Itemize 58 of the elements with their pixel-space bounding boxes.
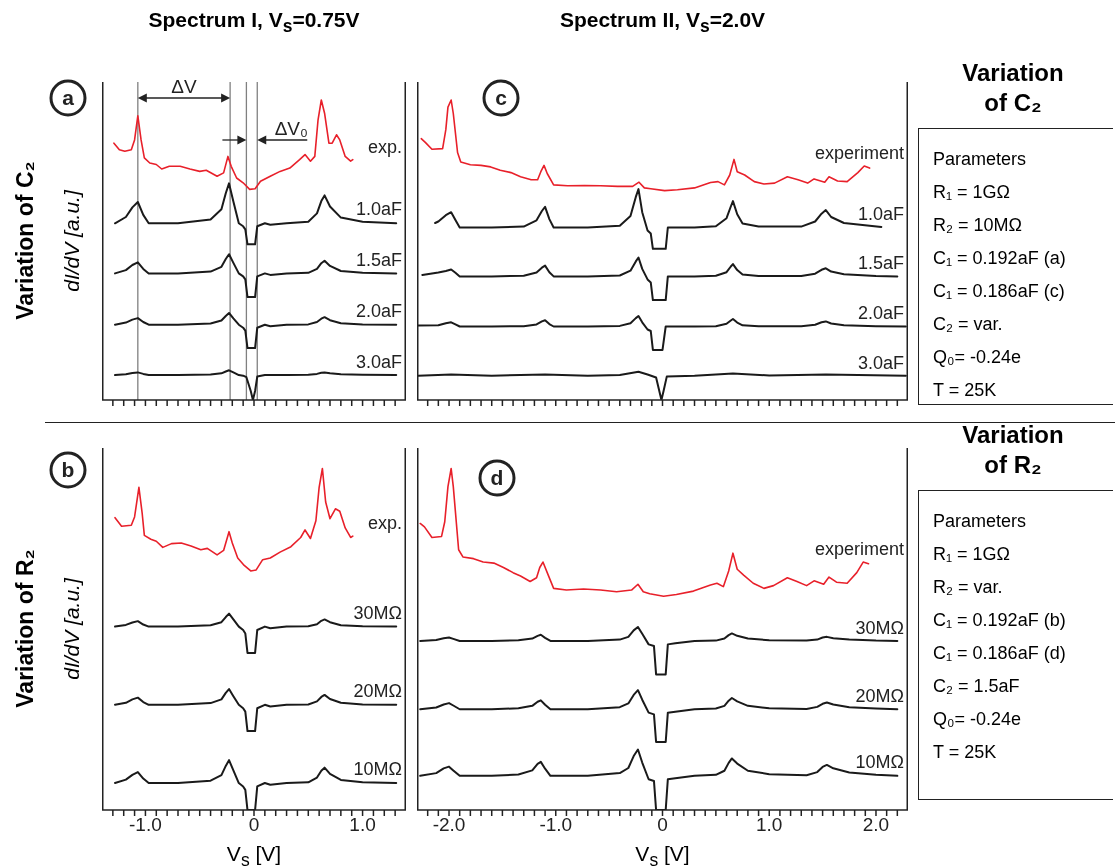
text: Variation of C₂ [11, 160, 39, 322]
text: C₁ = 0.192aF (b) [933, 609, 1067, 632]
chart-title: Spectrum II, V$_{s}$=2.0V [559, 8, 766, 37]
series-label: experiment [814, 539, 904, 560]
text: Parameters [933, 148, 1028, 171]
text: C₂ = 1.5aF [933, 675, 1021, 698]
text: Q₀= -0.24e [933, 346, 1023, 369]
series-label: 20MΩ [353, 681, 402, 702]
y-axis-title: dI/dV [a.u.] [60, 578, 83, 680]
annotation: ΔV₀ [274, 118, 308, 139]
annotation: d [490, 466, 504, 489]
series-label: 20MΩ [855, 685, 904, 706]
annotation: c [495, 86, 508, 109]
series-label: 2.0aF [355, 301, 402, 322]
x-tick-label: 0 [657, 814, 668, 836]
x-tick-label: -1.0 [129, 814, 162, 836]
series-label: 30MΩ [855, 617, 904, 638]
text: T = 25K [933, 379, 998, 402]
text: R₁ = 1GΩ [933, 543, 1012, 566]
series-label: 1.0aF [355, 198, 402, 219]
text: Variation of R₂ [11, 548, 39, 710]
series-label: 10MΩ [353, 759, 402, 780]
series-label: 1.0aF [857, 203, 904, 224]
series-label: 1.5aF [857, 253, 904, 274]
text: Variation of C₂ [961, 58, 1065, 118]
series-label: 1.5aF [355, 249, 402, 270]
text: Q₀= -0.24e [933, 708, 1023, 731]
text: Variation of R₂ [961, 420, 1065, 480]
text: C₁ = 0.192aF (a) [933, 247, 1067, 270]
series-label: 3.0aF [355, 351, 402, 372]
series-label: exp. [367, 136, 402, 157]
text: R₂ = 10MΩ [933, 214, 1023, 237]
x-tick-label: 0 [248, 814, 260, 836]
x-tick-label: 2.0 [862, 814, 890, 836]
text: C₂ = var. [933, 313, 1004, 336]
series-label: 30MΩ [353, 603, 402, 624]
text: a [62, 86, 75, 109]
series-label: experiment [814, 143, 904, 163]
text: C₁ = 0.186aF (d) [933, 642, 1067, 665]
text: R₂ = var. [933, 576, 1004, 599]
text: Parameters [933, 510, 1028, 533]
x-tick-label: -2.0 [432, 814, 466, 836]
text: ΔV [171, 76, 197, 97]
text: T = 25K [933, 741, 998, 764]
x-axis-title: V$_{s}$ [V] [634, 842, 691, 866]
series-label: 10MΩ [855, 751, 904, 772]
text: R₁ = 1GΩ [933, 181, 1012, 204]
chart-title: Spectrum I, V$_{s}$=0.75V [147, 8, 361, 38]
series-label: exp. [367, 513, 402, 534]
x-tick-label: 1.0 [349, 814, 376, 836]
y-axis-title: dI/dV [a.u.] [60, 190, 83, 292]
series-label: 2.0aF [857, 303, 904, 324]
x-tick-label: 1.0 [756, 814, 783, 836]
x-axis-title: V$_{s}$ [V] [225, 842, 283, 866]
series-label: 3.0aF [857, 352, 904, 373]
text: b [61, 458, 75, 481]
text: C₁ = 0.186aF (c) [933, 280, 1066, 303]
x-tick-label: -1.0 [539, 814, 573, 836]
